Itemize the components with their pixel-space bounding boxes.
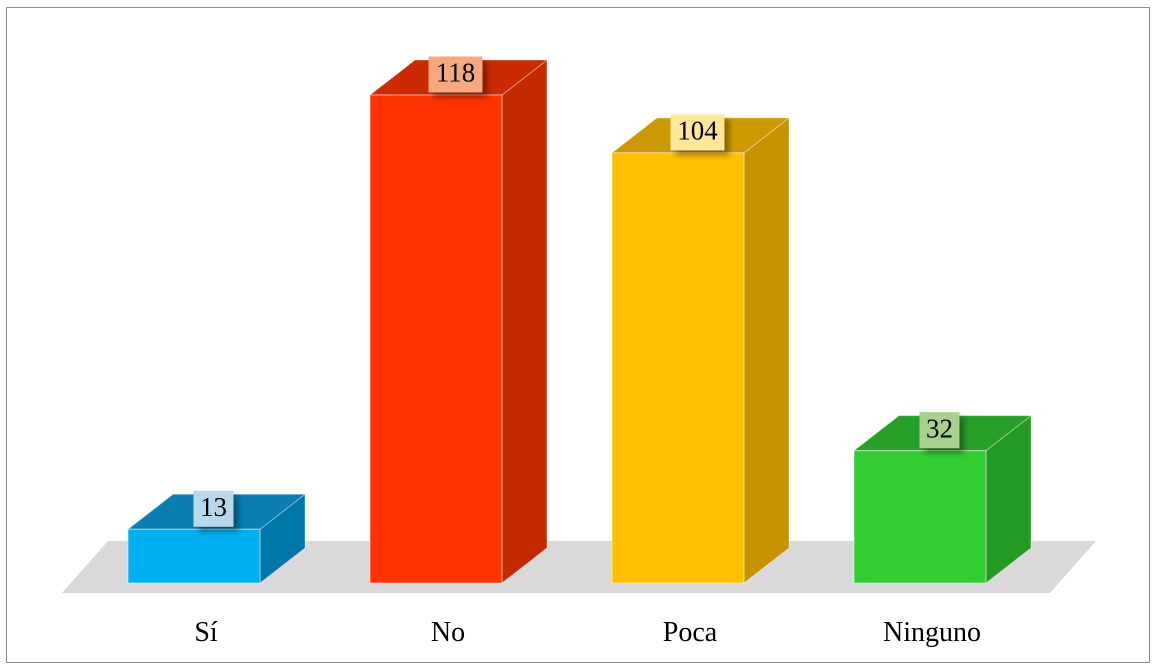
data-label-background	[670, 114, 725, 151]
data-label-si: 13	[193, 490, 234, 527]
data-label-value: 104	[677, 116, 718, 146]
data-label-no: 118	[428, 56, 483, 93]
bar-front-poca	[611, 152, 745, 584]
bars-group	[126, 58, 1033, 585]
x-tick-label-ninguno: Ninguno	[883, 617, 981, 648]
bar-side-no	[501, 58, 548, 585]
bar-front-no	[369, 94, 503, 584]
bar-front-ninguno	[853, 450, 987, 584]
data-label-value: 32	[926, 413, 953, 443]
data-label-background	[193, 490, 234, 527]
bar-front-si	[127, 528, 261, 584]
x-tick-label-no: No	[431, 617, 465, 648]
bar-no	[368, 58, 549, 585]
data-labels-group: 13 118 104 32	[193, 56, 960, 527]
data-label-poca: 104	[670, 114, 725, 151]
data-label-value: 118	[436, 58, 476, 88]
bar-si	[126, 493, 307, 585]
data-label-value: 13	[200, 492, 227, 522]
x-tick-label-poca: Poca	[663, 617, 718, 648]
data-label-background	[919, 412, 960, 449]
data-label-background	[428, 56, 483, 93]
data-label-ninguno: 32	[919, 412, 960, 449]
chart-floor	[62, 541, 1096, 593]
bar-poca	[610, 116, 791, 585]
bar-side-poca	[743, 116, 790, 585]
x-tick-label-si: Sí	[194, 617, 218, 648]
x-axis-tick-labels: Sí No Poca Ninguno	[194, 617, 981, 648]
